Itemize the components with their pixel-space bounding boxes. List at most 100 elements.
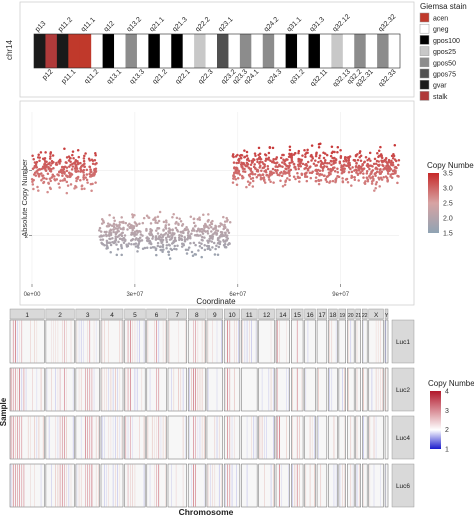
heat-cell xyxy=(355,463,361,508)
scatter-point xyxy=(394,165,398,169)
scatter-point xyxy=(186,238,189,241)
scatter-point xyxy=(213,227,216,230)
scatter-point xyxy=(109,229,113,232)
scatter-point xyxy=(108,231,111,235)
scatter-point xyxy=(372,162,376,166)
scatter-point xyxy=(214,224,217,228)
scatter-point xyxy=(387,158,391,162)
scatter-point xyxy=(115,243,118,246)
scatter-point xyxy=(186,248,190,251)
band-q11-1 xyxy=(79,34,92,68)
scatter-point xyxy=(358,165,361,169)
scatter-point xyxy=(128,225,131,229)
scatter-point xyxy=(245,150,249,154)
scatter-point xyxy=(336,175,340,178)
chrom-strip-label: 15 xyxy=(294,312,302,319)
scatter-point xyxy=(234,168,238,172)
heat-cell xyxy=(328,367,338,412)
heat-cell xyxy=(9,415,45,460)
scatter-point xyxy=(65,161,68,165)
scatter-point xyxy=(129,239,133,242)
scatter-point xyxy=(134,245,138,248)
heat-cell xyxy=(355,415,361,460)
chrom-strip-label: 18 xyxy=(329,312,337,319)
sample-strip xyxy=(391,463,415,508)
scatter-point xyxy=(235,161,238,165)
scatter-point xyxy=(148,232,151,236)
chrom-strip-11 xyxy=(241,308,258,320)
scatter-point xyxy=(263,165,266,168)
scatter-point xyxy=(192,217,196,221)
scatter-point xyxy=(75,177,78,180)
scatter-point xyxy=(112,225,116,229)
heat-cell xyxy=(100,415,124,460)
scatter-point xyxy=(247,159,251,162)
scatter-point xyxy=(108,213,111,217)
scatter-point xyxy=(142,216,146,220)
scatter-point xyxy=(276,173,280,177)
scatter-point xyxy=(204,230,207,233)
heat-cell xyxy=(167,319,187,364)
scatter-point xyxy=(105,230,108,234)
scatter-point xyxy=(220,222,223,226)
scatter-point xyxy=(58,186,61,189)
scatter-point xyxy=(334,159,338,162)
scatter-point xyxy=(89,168,92,171)
scatter-point xyxy=(82,171,85,174)
scatter-point xyxy=(328,161,331,165)
scatter-point xyxy=(347,157,351,161)
scatter-point xyxy=(173,236,177,240)
scatter-point xyxy=(374,186,377,190)
heat-cell xyxy=(241,319,258,364)
scatter-point xyxy=(354,168,358,171)
heat-cell xyxy=(9,319,45,364)
scatter-point xyxy=(117,230,120,233)
scatter-point xyxy=(168,257,172,260)
heat-cell xyxy=(167,367,187,412)
scatter-point xyxy=(345,177,349,181)
heat-cell xyxy=(9,367,45,412)
scatter-point xyxy=(281,165,284,168)
scatter-point xyxy=(312,162,316,165)
heat-cell xyxy=(316,415,328,460)
scatter-point xyxy=(232,177,235,180)
scatter-point xyxy=(303,175,307,178)
scatter-point xyxy=(270,171,273,174)
chrom-strip-1 xyxy=(9,308,45,320)
scatter-point xyxy=(172,212,175,216)
chrom-strip-label: 9 xyxy=(213,312,217,319)
scatter-point xyxy=(251,179,255,183)
scatter-point xyxy=(348,155,352,158)
scatter-point xyxy=(41,174,45,177)
scatter-point xyxy=(388,166,392,170)
chrom-strip-21 xyxy=(355,308,361,320)
legend-tick-label: 3.0 xyxy=(443,186,453,193)
band-q21-2 xyxy=(159,34,172,68)
heat-cell xyxy=(206,463,223,508)
scatter-point xyxy=(206,232,210,235)
heat-cell xyxy=(291,415,304,460)
scatter-point xyxy=(343,155,347,159)
scatter-point xyxy=(163,233,166,236)
scatter-point xyxy=(233,175,236,178)
scatter-point xyxy=(268,178,271,181)
chrom-strip-17 xyxy=(316,308,328,320)
chrom-strip-label: 21 xyxy=(355,313,361,319)
scatter-point xyxy=(165,246,168,250)
scatter-point xyxy=(180,245,184,248)
scatter-point xyxy=(272,181,275,184)
scatter-point xyxy=(44,168,47,172)
scatter-point xyxy=(130,242,133,246)
scatter-point xyxy=(305,151,308,155)
chrom-strip-15 xyxy=(291,308,304,320)
band-q32-31 xyxy=(365,34,378,68)
band-q12 xyxy=(102,34,115,68)
scatter-point xyxy=(44,165,47,168)
scatter-point xyxy=(65,156,69,159)
sample-strip xyxy=(391,367,415,412)
scatter-point xyxy=(149,246,153,250)
scatter-point xyxy=(391,163,395,167)
scatter-point xyxy=(241,165,244,169)
scatter-point xyxy=(317,178,320,182)
scatter-point xyxy=(356,153,359,156)
